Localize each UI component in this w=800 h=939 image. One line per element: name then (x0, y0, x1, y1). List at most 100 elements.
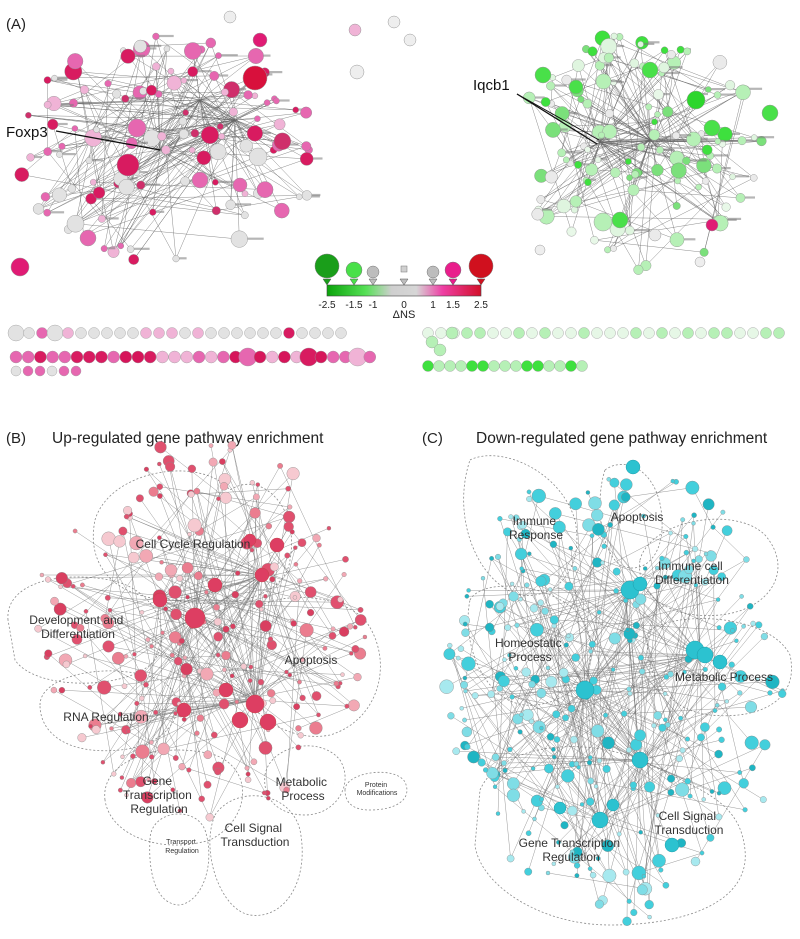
edge (577, 589, 631, 853)
network-node (261, 790, 267, 796)
edge (194, 617, 209, 755)
network-node (145, 637, 151, 642)
network-node (125, 728, 131, 734)
network-node (489, 556, 494, 561)
network-node (506, 788, 521, 802)
network-node (539, 796, 544, 802)
edge (566, 79, 618, 230)
network-node (662, 106, 674, 118)
node-label-mark (735, 175, 749, 178)
network-node (526, 496, 533, 503)
network-node (200, 126, 219, 144)
network-node (353, 625, 358, 630)
edge (53, 689, 176, 759)
node-label-mark (58, 122, 68, 126)
network-node-large (243, 533, 257, 547)
network-node (339, 626, 350, 637)
isolated-gene-node (46, 324, 64, 342)
isolated-gene-node (179, 327, 191, 339)
node-label-mark (669, 66, 683, 69)
network-node-large (184, 607, 206, 629)
network-node (269, 576, 276, 583)
edge (522, 570, 701, 656)
isolated-gene-node (543, 360, 555, 372)
edge (159, 149, 282, 211)
network-node (573, 761, 580, 767)
network-node (635, 593, 647, 605)
network-node (43, 208, 52, 217)
network-node (221, 88, 229, 96)
network-node (592, 523, 605, 536)
network-node (486, 766, 499, 780)
network-node (66, 214, 85, 233)
node-label-mark (604, 64, 613, 67)
network-node (651, 722, 657, 729)
edge (497, 556, 533, 685)
edge (264, 578, 293, 621)
network-node (274, 202, 290, 219)
network-node-large (218, 682, 234, 698)
network-node (483, 767, 489, 773)
isolated-gene-node (192, 327, 204, 339)
network-node (170, 608, 182, 621)
edge (298, 705, 354, 729)
network-node (93, 186, 106, 199)
network-node (595, 73, 612, 90)
network-node (750, 174, 758, 182)
network-node (178, 129, 189, 139)
network-node (209, 71, 220, 81)
network-node (117, 242, 125, 250)
node-label-mark (565, 151, 583, 154)
edge (584, 689, 673, 845)
network-node (654, 565, 660, 571)
edge (537, 164, 579, 215)
network-node (221, 650, 231, 661)
edge (649, 139, 726, 220)
node-label-mark (57, 76, 70, 79)
edge (139, 537, 317, 753)
network-node (177, 808, 183, 813)
isolated-gene-node (192, 350, 206, 364)
network-node (127, 551, 140, 564)
isolated-gene-node (58, 350, 72, 364)
legend-pointer (349, 278, 359, 286)
network-node (713, 91, 722, 99)
edge (677, 519, 683, 576)
network-b-up-pathways (7, 440, 408, 916)
network-node (531, 208, 544, 221)
network-node (125, 137, 138, 149)
edge (192, 50, 259, 194)
edge (120, 617, 196, 791)
network-node (579, 802, 585, 807)
edge (194, 498, 219, 619)
network-node (675, 755, 683, 763)
edge (603, 81, 651, 141)
isolated-gene-node (205, 327, 217, 339)
isolated-genes-rows (7, 324, 785, 377)
edge (544, 611, 601, 821)
node-label-mark (720, 139, 738, 143)
edge (54, 75, 215, 79)
node-label-mark (107, 247, 116, 250)
edge (521, 568, 631, 591)
network-node (447, 712, 455, 720)
node-label-mark (218, 180, 235, 183)
network-node (743, 556, 750, 563)
network-node-large (259, 713, 277, 731)
edge (546, 216, 725, 220)
network-node (591, 724, 605, 738)
isolated-gene-node (695, 327, 707, 339)
edge (231, 596, 296, 677)
network-node (203, 780, 212, 789)
edge (563, 139, 651, 207)
edge (491, 570, 524, 632)
network-node (737, 770, 743, 775)
network-node (146, 777, 151, 783)
edge (584, 576, 722, 691)
network-node (58, 142, 66, 150)
network-node (760, 632, 769, 641)
network-node (120, 754, 125, 759)
node-label-mark (643, 42, 655, 45)
network-node (520, 528, 531, 539)
node-label-mark (588, 178, 596, 181)
